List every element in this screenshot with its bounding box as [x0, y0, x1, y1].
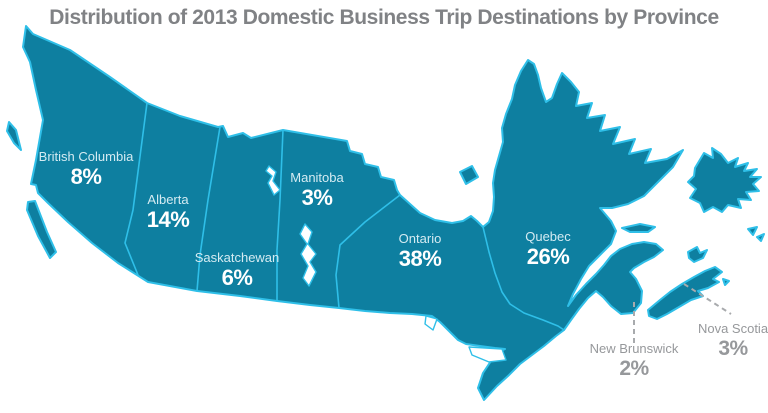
label-new-brunswick: New Brunswick 2%: [589, 341, 679, 381]
province-name: Alberta: [147, 192, 189, 207]
border-alberta-saskatchewan: [196, 126, 221, 292]
haida-gwaii-shape: [6, 121, 22, 151]
border-manitoba-ontario: [335, 194, 401, 309]
province-name: New Brunswick: [589, 341, 679, 356]
border-saskatchewan-manitoba: [276, 129, 284, 302]
border-bc-alberta: [124, 102, 148, 276]
label-alberta: Alberta 14%: [146, 192, 190, 233]
province-name: Saskatchewan: [194, 250, 280, 265]
page-title: Distribution of 2013 Domestic Business T…: [49, 6, 719, 29]
province-name: Manitoba: [290, 170, 344, 185]
province-name: British Columbia: [38, 149, 134, 164]
province-percentage: 2%: [619, 357, 649, 381]
akimiski-island-shape: [459, 165, 479, 185]
georgian-bay-shape: [468, 346, 507, 363]
label-manitoba: Manitoba 3%: [290, 170, 344, 211]
province-percentage: 38%: [398, 246, 442, 272]
lake-nipigon-shape: [424, 315, 438, 331]
nova-scotia-shape: [647, 266, 723, 320]
reindeer-lake-shape: [265, 165, 281, 196]
province-percentage: 6%: [221, 265, 253, 291]
border-ontario-quebec: [482, 226, 565, 331]
province-name: Ontario: [398, 231, 442, 246]
label-quebec: Quebec 26%: [525, 229, 571, 270]
vancouver-island-shape: [26, 200, 57, 259]
province-percentage: 26%: [526, 244, 570, 270]
province-name: Quebec: [525, 229, 571, 244]
south-coast-islet-shape: [747, 226, 758, 236]
province-percentage: 3%: [718, 337, 748, 361]
prince-edward-island-shape: [687, 246, 708, 263]
newfoundland-shape: [687, 147, 762, 213]
anticosti-island-shape: [621, 223, 656, 233]
province-percentage: 3%: [301, 185, 333, 211]
province-percentage: 14%: [146, 207, 190, 233]
label-ontario: Ontario 38%: [398, 231, 442, 272]
label-nova-scotia: Nova Scotia 3%: [697, 321, 768, 361]
nova-scotia-leader-line: [683, 283, 732, 315]
canada-mainland-shape: [22, 25, 684, 401]
label-saskatchewan: Saskatchewan 6%: [194, 250, 280, 291]
label-british-columbia: British Columbia 8%: [38, 149, 134, 190]
province-name: Nova Scotia: [697, 321, 768, 336]
province-percentage: 8%: [70, 164, 102, 190]
cape-breton-islet-shape: [722, 278, 730, 286]
lake-winnipeg-shape: [299, 223, 317, 287]
south-coast-islet-2-shape: [756, 233, 765, 242]
